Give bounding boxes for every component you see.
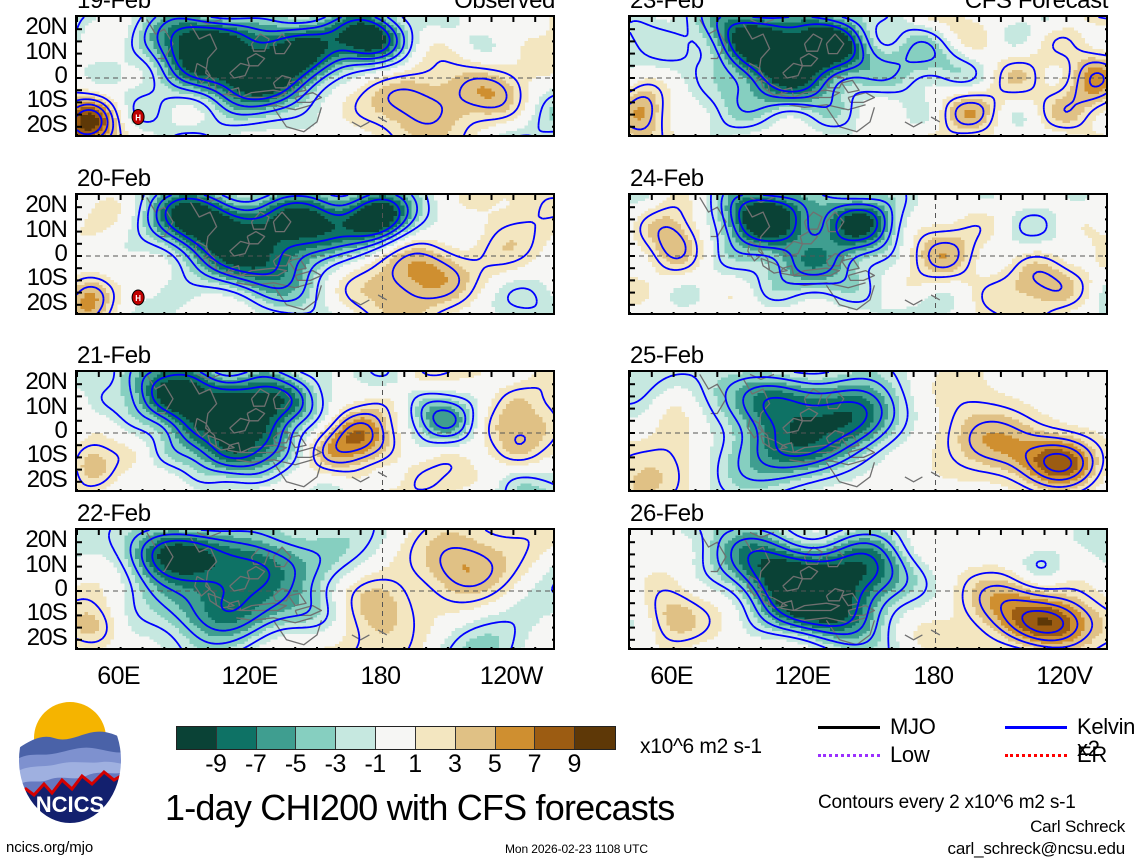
legend-line-mjo (818, 726, 880, 729)
colorbar-tick-9: 9 (548, 752, 600, 777)
y-axis-label-20N: 20N (5, 528, 67, 552)
y-axis-label-10S: 10S (5, 266, 68, 290)
map-panel (75, 370, 555, 492)
x-axis-label-120E: 120E (208, 664, 292, 689)
y-axis-label-20S: 20S (5, 625, 68, 650)
x-axis-label-120E: 120E (761, 664, 845, 689)
panel-date-label: 22-Feb (77, 502, 151, 526)
y-axis-label-10N: 10N (5, 217, 67, 242)
legend-label-er: ER (1077, 744, 1107, 766)
legend-label-mjo: MJO (890, 716, 936, 738)
y-axis-label-10S: 10S (5, 601, 68, 625)
y-axis-label-0: 0 (5, 64, 67, 88)
y-axis-label-20N: 20N (5, 370, 67, 394)
panel-date-label: 24-Feb (630, 167, 704, 191)
map-panel (628, 528, 1108, 650)
y-axis-label-20S: 20S (5, 290, 68, 315)
panel-20-feb: 20-Feb 20N 10N 0 10S 20S H (5, 167, 559, 319)
y-axis-label-10S: 10S (5, 443, 68, 467)
legend-label-kelvin-x2: Kelvin x2 (1077, 716, 1135, 760)
x-axis-label-180: 180 (891, 664, 975, 689)
x-axis-label-60E: 60E (630, 664, 714, 689)
colorbar-segment-1 (216, 727, 257, 749)
colorbar-segment-7 (455, 727, 496, 749)
colorbar-tick--1: -1 (349, 752, 401, 777)
author-email: carl_schreck@ncsu.edu (835, 840, 1126, 857)
colorbar-tick-3: 3 (429, 752, 481, 777)
colorbar-segment-5 (376, 727, 416, 749)
y-axis-label-20S: 20S (5, 112, 68, 137)
ncics-logo: NCICS (16, 694, 124, 826)
y-axis-label-20S: 20S (5, 467, 68, 492)
generation-timestamp: Mon 2026-02-23 1108 UTC (505, 843, 648, 855)
colorbar-segment-0 (177, 727, 217, 749)
column-header-left: Observed (75, 0, 555, 13)
panel-date-label: 26-Feb (630, 502, 704, 526)
author-name: Carl Schreck (835, 818, 1125, 835)
colorbar-segment-3 (296, 727, 337, 749)
panel-24-feb: 24-Feb (558, 167, 1112, 319)
colorbar-tick--7: -7 (230, 752, 282, 777)
panel-date-label: 23-Feb (630, 0, 704, 13)
map-panel (628, 370, 1108, 492)
y-axis-label-10N: 10N (5, 39, 67, 64)
cyclone-marker: H (131, 289, 145, 306)
colorbar-segment-4 (336, 727, 377, 749)
panel-25-feb: 25-Feb (558, 344, 1112, 496)
map-panel: H (75, 15, 555, 137)
panel-21-feb: 21-Feb 20N 10N 0 10S 20S (5, 344, 559, 496)
y-axis-label-10S: 10S (5, 88, 68, 112)
colorbar-tick-1: 1 (389, 752, 441, 777)
map-panel (75, 528, 555, 650)
panel-date-label: 25-Feb (630, 344, 704, 368)
x-axis-label-120W: 120W (469, 664, 553, 689)
panel-26-feb: 26-Feb 60E 120E 180 120V (558, 502, 1112, 689)
colorbar-tick--9: -9 (190, 752, 242, 777)
colorbar-segment-2 (256, 727, 297, 749)
y-axis-label-0: 0 (5, 577, 67, 601)
y-axis-label-10N: 10N (5, 394, 67, 419)
colorbar-tick--5: -5 (269, 752, 321, 777)
map-panel (628, 15, 1108, 137)
figure-title: 1-day CHI200 with CFS forecasts (165, 790, 675, 826)
cyclone-marker: H (131, 109, 145, 125)
y-axis-label-0: 0 (5, 419, 67, 443)
panel-23-feb: 23-Feb CFS Forecast (558, 0, 1112, 141)
logo-text: NCICS (36, 792, 104, 817)
colorbar-tick-7: 7 (508, 752, 560, 777)
colorbar-tick--3: -3 (309, 752, 361, 777)
panel-22-feb: 22-Feb 20N 10N 0 10S 20S 60E 120E 180 120W (5, 502, 559, 689)
panel-date-label: 20-Feb (77, 167, 151, 191)
contour-interval-note: Contours every 2 x10^6 m2 s-1 (818, 793, 1076, 812)
colorbar-segment-8 (495, 727, 536, 749)
legend-line-kelvin-x2 (1005, 726, 1067, 729)
y-axis-label-20N: 20N (5, 193, 67, 217)
panel-date-label: 19-Feb (77, 0, 151, 13)
y-axis-label-20N: 20N (5, 15, 67, 39)
x-axis-label-180: 180 (338, 664, 422, 689)
colorbar-segment-6 (415, 727, 456, 749)
colorbar (176, 726, 616, 750)
site-url[interactable]: ncics.org/mjo (6, 840, 93, 855)
y-axis-label-0: 0 (5, 242, 67, 266)
colorbar-segment-9 (535, 727, 576, 749)
colorbar-segment-10 (575, 727, 615, 749)
panel-date-label: 21-Feb (77, 344, 151, 368)
colorbar-units-label: x10^6 m2 s-1 (640, 736, 762, 757)
legend-label-low: Low (890, 744, 930, 766)
x-axis-label-60E: 60E (77, 664, 161, 689)
map-panel: H (75, 193, 555, 315)
panel-19-feb: 19-Feb Observed 20N 10N 0 10S 20S H (5, 0, 559, 141)
legend-line-low (818, 754, 880, 757)
column-header-right: CFS Forecast (628, 0, 1109, 13)
x-axis-label-120V: 120V (1022, 664, 1106, 689)
svg-text:H: H (135, 114, 141, 123)
map-panel (628, 193, 1108, 315)
legend-line-er (1005, 754, 1067, 757)
y-axis-label-10N: 10N (5, 552, 67, 577)
colorbar-tick-5: 5 (469, 752, 521, 777)
